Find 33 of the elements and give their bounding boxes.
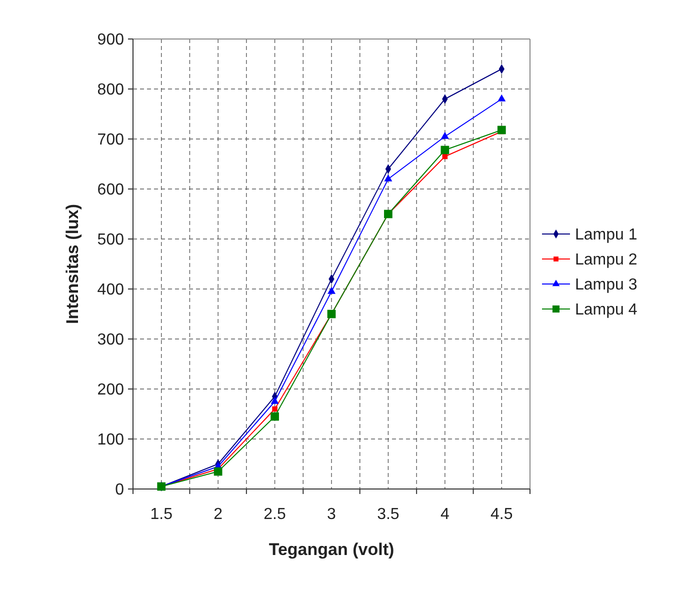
x-tick-label: 3 xyxy=(327,506,336,523)
y-tick-label: 200 xyxy=(97,382,124,399)
point xyxy=(327,286,336,294)
y-tick-label: 800 xyxy=(97,82,124,99)
point xyxy=(270,396,279,404)
y-tick-label: 700 xyxy=(97,132,124,149)
y-tick-label: 400 xyxy=(97,282,124,299)
point xyxy=(272,406,278,412)
legend-label: Lampu 3 xyxy=(575,276,638,294)
point xyxy=(440,146,450,154)
x-axis-title: Tegangan (volt) xyxy=(268,540,394,559)
x-tick-label: 4.5 xyxy=(490,506,513,523)
y-tick-label: 100 xyxy=(97,432,124,449)
y-tick-label: 0 xyxy=(115,482,124,499)
x-tick-label: 2 xyxy=(214,506,223,523)
x-tick-label: 1.5 xyxy=(150,506,173,523)
x-tick-label: 4 xyxy=(440,506,450,523)
y-tick-label: 900 xyxy=(97,32,124,49)
point xyxy=(440,132,449,139)
y-tick-label: 500 xyxy=(97,232,124,249)
legend-label: Lampu 4 xyxy=(575,302,638,319)
y-tick-label: 300 xyxy=(97,332,124,349)
point xyxy=(214,467,222,476)
y-tick-label: 600 xyxy=(97,182,124,199)
point xyxy=(384,174,392,182)
y-axis-title: Intensitas (lux) xyxy=(63,204,82,324)
point xyxy=(498,94,506,102)
point xyxy=(497,126,506,134)
x-tick-label: 2.5 xyxy=(264,506,286,523)
point xyxy=(270,412,279,421)
legend-label: Lampu 1 xyxy=(575,226,638,244)
x-tick-label: 3.5 xyxy=(377,506,400,523)
legend-label: Lampu 2 xyxy=(575,252,638,269)
